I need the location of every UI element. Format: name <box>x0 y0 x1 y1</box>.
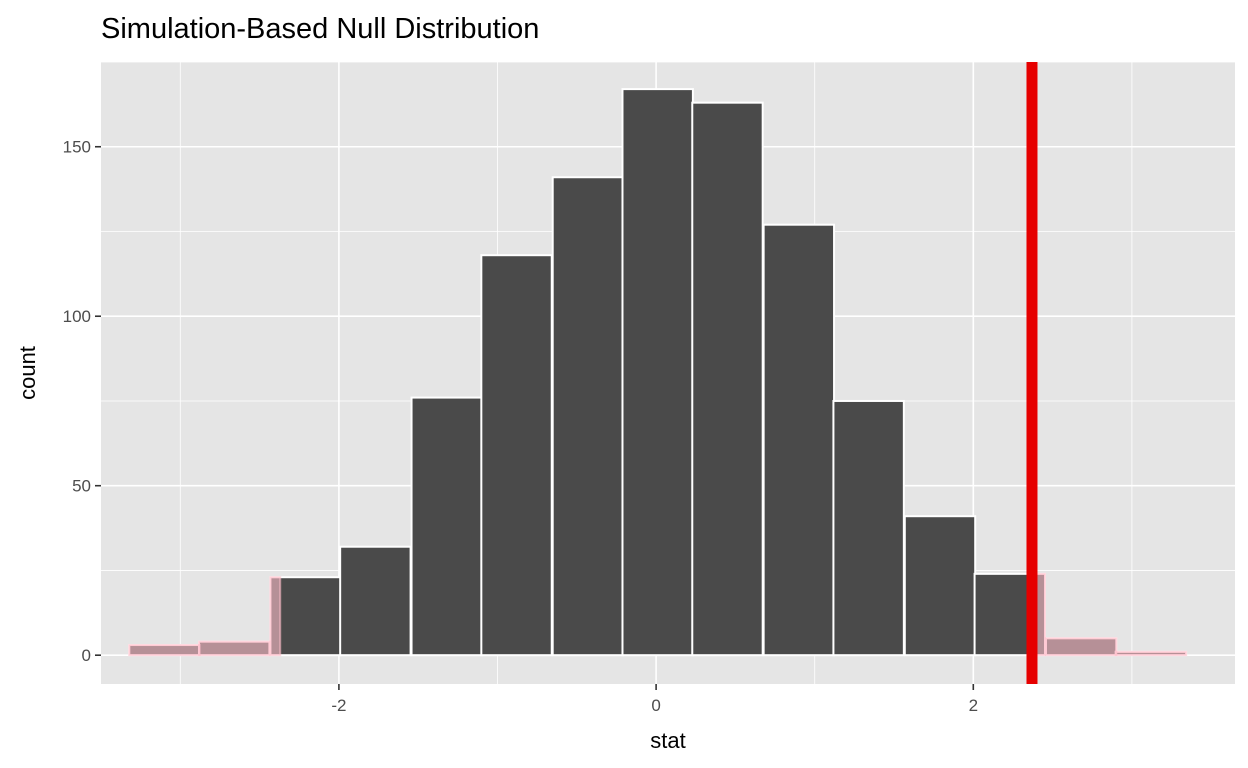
x-tick-label: 2 <box>969 696 978 715</box>
y-axis-ticks: 0 50 100 150 <box>63 138 101 665</box>
x-axis-ticks: -2 0 2 <box>331 684 978 715</box>
histogram-bar <box>551 176 625 657</box>
shaded-tail-bar <box>269 576 282 657</box>
x-tick-label: -2 <box>331 696 346 715</box>
histogram-bar <box>621 88 694 657</box>
histogram-bar <box>691 101 764 657</box>
histogram-bar <box>762 223 836 657</box>
shaded-tail-bar <box>1114 650 1188 657</box>
y-axis-title: count <box>15 346 40 400</box>
histogram-bar <box>903 515 977 657</box>
histogram-bars <box>128 88 1188 657</box>
y-tick-label: 150 <box>63 138 91 157</box>
x-axis-title: stat <box>650 728 685 753</box>
histogram-bar <box>480 254 553 657</box>
x-tick-label: 0 <box>651 696 660 715</box>
shaded-tail-bar <box>128 644 201 657</box>
y-tick-label: 0 <box>82 646 91 665</box>
y-tick-label: 100 <box>63 307 91 326</box>
shaded-tail-bar <box>1044 637 1118 657</box>
shaded-tail-bar <box>198 640 271 657</box>
histogram-bar <box>832 399 905 657</box>
chart-title: Simulation-Based Null Distribution <box>101 13 539 45</box>
y-tick-label: 50 <box>72 477 91 496</box>
histogram-bar <box>339 545 412 657</box>
histogram-bar <box>410 396 483 657</box>
